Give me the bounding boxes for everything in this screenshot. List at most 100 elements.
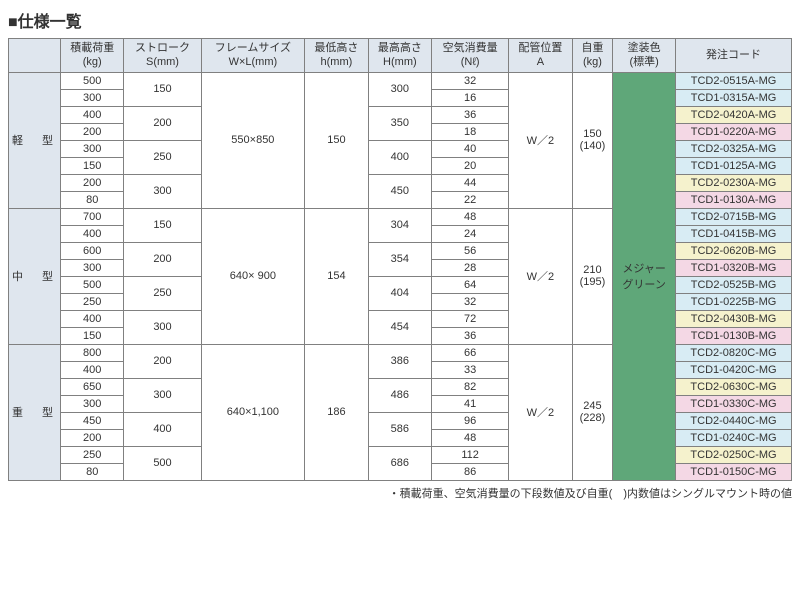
air-cell: 33 xyxy=(432,361,509,378)
h-pipe: 配管位置A xyxy=(509,39,572,73)
maxh-cell: 404 xyxy=(368,276,431,310)
stroke-cell: 200 xyxy=(124,344,201,378)
stroke-cell: 150 xyxy=(124,72,201,106)
order-code-cell: TCD2-0430B-MG xyxy=(676,310,792,327)
air-cell: 56 xyxy=(432,242,509,259)
stroke-cell: 200 xyxy=(124,106,201,140)
order-code-cell: TCD1-0130A-MG xyxy=(676,191,792,208)
air-cell: 36 xyxy=(432,327,509,344)
air-cell: 44 xyxy=(432,174,509,191)
air-cell: 112 xyxy=(432,446,509,463)
order-code-cell: TCD1-0420C-MG xyxy=(676,361,792,378)
stroke-cell: 250 xyxy=(124,276,201,310)
h-paint: 塗装色(標準) xyxy=(613,39,676,73)
maxh-cell: 586 xyxy=(368,412,431,446)
page-title: ■仕様一覧 xyxy=(8,8,792,32)
load-cell: 250 xyxy=(61,446,124,463)
stroke-cell: 400 xyxy=(124,412,201,446)
air-cell: 16 xyxy=(432,89,509,106)
order-code-cell: TCD1-0125A-MG xyxy=(676,157,792,174)
load-cell: 150 xyxy=(61,157,124,174)
load-cell: 800 xyxy=(61,344,124,361)
load-cell: 500 xyxy=(61,276,124,293)
order-code-cell: TCD2-0515A-MG xyxy=(676,72,792,89)
paint-cell: メジャーグリーン xyxy=(613,72,676,480)
order-code-cell: TCD1-0315A-MG xyxy=(676,89,792,106)
minh-cell: 186 xyxy=(305,344,368,480)
category-cell: 重 型 xyxy=(9,344,61,480)
pipe-cell: W／2 xyxy=(509,344,572,480)
air-cell: 32 xyxy=(432,72,509,89)
load-cell: 150 xyxy=(61,327,124,344)
minh-cell: 154 xyxy=(305,208,368,344)
order-code-cell: TCD2-0715B-MG xyxy=(676,208,792,225)
order-code-cell: TCD2-0820C-MG xyxy=(676,344,792,361)
air-cell: 48 xyxy=(432,429,509,446)
stroke-cell: 200 xyxy=(124,242,201,276)
load-cell: 300 xyxy=(61,259,124,276)
load-cell: 80 xyxy=(61,191,124,208)
maxh-cell: 686 xyxy=(368,446,431,480)
air-cell: 18 xyxy=(432,123,509,140)
load-cell: 200 xyxy=(61,174,124,191)
maxh-cell: 300 xyxy=(368,72,431,106)
air-cell: 86 xyxy=(432,463,509,480)
h-minh: 最低高さh(mm) xyxy=(305,39,368,73)
order-code-cell: TCD2-0325A-MG xyxy=(676,140,792,157)
maxh-cell: 400 xyxy=(368,140,431,174)
h-stroke: ストロークS(mm) xyxy=(124,39,201,73)
load-cell: 400 xyxy=(61,361,124,378)
order-code-cell: TCD2-0250C-MG xyxy=(676,446,792,463)
air-cell: 41 xyxy=(432,395,509,412)
order-code-cell: TCD1-0330C-MG xyxy=(676,395,792,412)
stroke-cell: 150 xyxy=(124,208,201,242)
stroke-cell: 300 xyxy=(124,174,201,208)
maxh-cell: 354 xyxy=(368,242,431,276)
air-cell: 96 xyxy=(432,412,509,429)
frame-cell: 640×1,100 xyxy=(201,344,305,480)
load-cell: 250 xyxy=(61,293,124,310)
h-maxh: 最高高さH(mm) xyxy=(368,39,431,73)
maxh-cell: 486 xyxy=(368,378,431,412)
maxh-cell: 304 xyxy=(368,208,431,242)
air-cell: 24 xyxy=(432,225,509,242)
air-cell: 40 xyxy=(432,140,509,157)
weight-cell: 150(140) xyxy=(572,72,613,208)
category-cell: 中 型 xyxy=(9,208,61,344)
order-code-cell: TCD1-0150C-MG xyxy=(676,463,792,480)
load-cell: 300 xyxy=(61,89,124,106)
air-cell: 20 xyxy=(432,157,509,174)
weight-cell: 245(228) xyxy=(572,344,613,480)
maxh-cell: 350 xyxy=(368,106,431,140)
load-cell: 500 xyxy=(61,72,124,89)
minh-cell: 150 xyxy=(305,72,368,208)
air-cell: 48 xyxy=(432,208,509,225)
stroke-cell: 300 xyxy=(124,310,201,344)
order-code-cell: TCD1-0220A-MG xyxy=(676,123,792,140)
order-code-cell: TCD1-0130B-MG xyxy=(676,327,792,344)
order-code-cell: TCD2-0630C-MG xyxy=(676,378,792,395)
order-code-cell: TCD1-0320B-MG xyxy=(676,259,792,276)
order-code-cell: TCD1-0225B-MG xyxy=(676,293,792,310)
air-cell: 66 xyxy=(432,344,509,361)
order-code-cell: TCD2-0440C-MG xyxy=(676,412,792,429)
category-cell: 軽 型 xyxy=(9,72,61,208)
order-code-cell: TCD1-0415B-MG xyxy=(676,225,792,242)
load-cell: 700 xyxy=(61,208,124,225)
maxh-cell: 450 xyxy=(368,174,431,208)
air-cell: 22 xyxy=(432,191,509,208)
frame-cell: 640× 900 xyxy=(201,208,305,344)
load-cell: 600 xyxy=(61,242,124,259)
load-cell: 400 xyxy=(61,310,124,327)
stroke-cell: 300 xyxy=(124,378,201,412)
order-code-cell: TCD2-0525B-MG xyxy=(676,276,792,293)
h-weight: 自重(kg) xyxy=(572,39,613,73)
table-row: 軽 型500150550×85015030032W／2150(140)メジャーグ… xyxy=(9,72,792,89)
load-cell: 450 xyxy=(61,412,124,429)
weight-cell: 210(195) xyxy=(572,208,613,344)
load-cell: 400 xyxy=(61,106,124,123)
load-cell: 200 xyxy=(61,123,124,140)
load-cell: 300 xyxy=(61,395,124,412)
order-code-cell: TCD2-0420A-MG xyxy=(676,106,792,123)
air-cell: 82 xyxy=(432,378,509,395)
